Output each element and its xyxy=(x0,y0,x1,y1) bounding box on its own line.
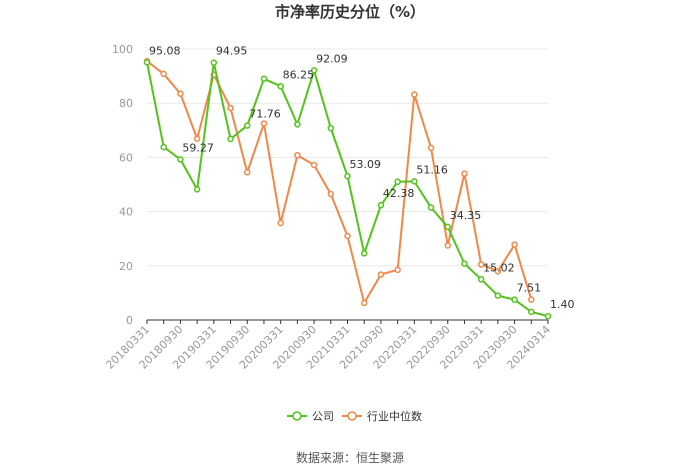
data-point xyxy=(427,144,435,152)
y-tick-label: 20 xyxy=(119,260,133,273)
data-point xyxy=(427,204,435,211)
y-tick-label: 100 xyxy=(112,43,133,56)
data-point xyxy=(461,260,468,267)
legend-item-company[interactable]: 公司 xyxy=(287,410,334,423)
data-label: 92.09 xyxy=(316,52,348,65)
legend-industry-median-label: 行业中位数 xyxy=(367,409,422,423)
data-point xyxy=(377,271,385,278)
data-point xyxy=(327,124,335,132)
data-point xyxy=(377,201,385,209)
data-label: 71.76 xyxy=(249,108,281,121)
data-label: 51.16 xyxy=(416,163,448,176)
data-source: 数据来源：恒生聚源 xyxy=(296,450,404,465)
series-line-1 xyxy=(146,60,533,304)
data-point xyxy=(277,83,284,90)
data-label: 59.27 xyxy=(182,141,214,154)
data-point xyxy=(227,135,234,143)
data-point xyxy=(344,232,351,240)
data-point xyxy=(160,70,167,78)
axes: 0204060801002018033120180930201903312019… xyxy=(103,43,553,372)
data-point xyxy=(160,143,167,151)
data-point xyxy=(193,186,201,193)
data-point xyxy=(444,223,451,231)
data-point xyxy=(310,161,318,169)
data-point xyxy=(394,266,401,274)
y-tick-label: 80 xyxy=(119,97,133,110)
data-point xyxy=(193,135,201,142)
legend[interactable]: 公司 行业中位数 xyxy=(287,409,422,423)
legend-industry-median-marker xyxy=(347,411,357,421)
data-point xyxy=(444,242,451,249)
data-point xyxy=(177,90,184,97)
data-label: 94.95 xyxy=(216,45,248,58)
data-label: 7.51 xyxy=(517,282,542,295)
data-point xyxy=(477,276,485,283)
y-tick-label: 60 xyxy=(119,151,133,164)
data-label: 86.25 xyxy=(283,68,315,81)
data-point xyxy=(344,172,351,180)
chart-title: 市净率历史分位（%） xyxy=(275,3,425,21)
data-point xyxy=(177,156,184,163)
data-point xyxy=(528,296,535,303)
data-point xyxy=(528,308,535,316)
y-tick-label: 40 xyxy=(119,206,133,219)
data-point xyxy=(327,190,335,198)
data-point xyxy=(244,122,251,129)
y-tick-label: 0 xyxy=(126,314,133,327)
data-point xyxy=(494,292,502,299)
data-point xyxy=(294,121,301,128)
data-point xyxy=(544,312,552,320)
series xyxy=(143,57,552,320)
data-point xyxy=(360,299,368,307)
data-point xyxy=(227,104,234,112)
data-label: 15.02 xyxy=(483,261,514,274)
data-point xyxy=(411,91,418,98)
data-point xyxy=(511,241,518,248)
data-point xyxy=(310,67,318,74)
legend-company-label: 公司 xyxy=(312,410,334,423)
legend-item-industry-median[interactable]: 行业中位数 xyxy=(342,409,422,423)
data-point xyxy=(277,219,284,227)
data-point xyxy=(511,296,518,303)
data-point xyxy=(294,151,301,159)
data-label: 42.38 xyxy=(383,187,415,200)
data-point xyxy=(143,59,151,66)
data-point xyxy=(461,170,468,177)
data-label: 53.09 xyxy=(350,158,382,171)
data-point xyxy=(244,169,251,176)
data-point xyxy=(494,267,502,275)
data-label: 1.40 xyxy=(550,298,575,311)
data-point xyxy=(411,178,418,185)
data-label: 34.35 xyxy=(450,209,482,222)
data-point xyxy=(394,178,401,186)
data-point xyxy=(260,120,268,127)
data-point xyxy=(210,59,218,66)
data-point xyxy=(360,250,368,257)
legend-company-marker xyxy=(292,411,302,421)
data-point xyxy=(260,75,268,83)
data-label: 95.08 xyxy=(149,44,181,57)
data-point xyxy=(477,261,485,268)
